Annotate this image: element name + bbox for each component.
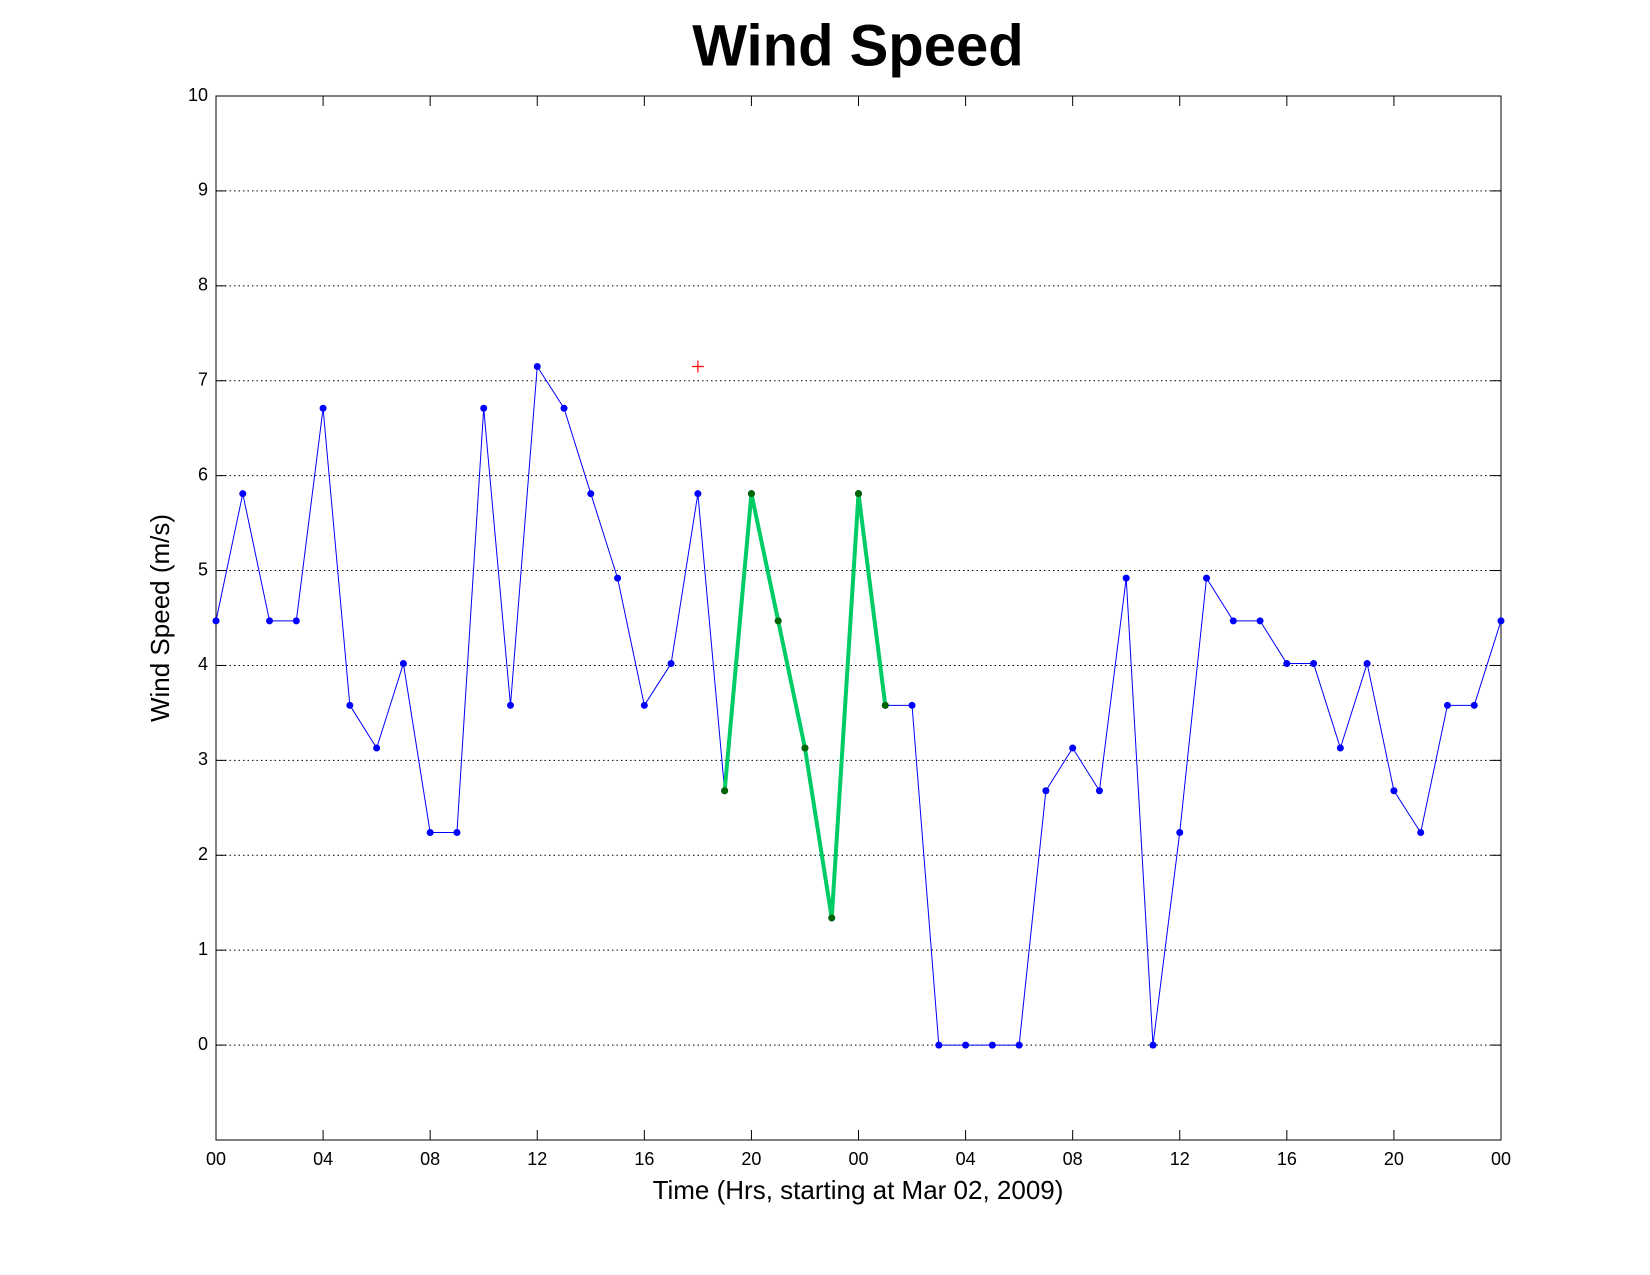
data-point	[1336, 744, 1344, 752]
y-tick-label: 2	[198, 844, 208, 864]
data-point	[1229, 617, 1237, 625]
x-tick-label: 08	[1063, 1149, 1083, 1169]
data-point	[1122, 574, 1130, 582]
data-point	[935, 1041, 943, 1049]
data-point	[426, 828, 434, 836]
data-point	[1176, 828, 1184, 836]
y-tick-label: 7	[198, 369, 208, 389]
data-point	[988, 1041, 996, 1049]
data-point	[587, 490, 595, 498]
data-point	[1015, 1041, 1023, 1049]
y-tick-label: 1	[198, 939, 208, 959]
data-point	[691, 360, 704, 373]
data-point	[212, 617, 220, 625]
data-point	[1470, 701, 1478, 709]
data-point	[1283, 660, 1291, 668]
x-tick-label: 00	[206, 1149, 226, 1169]
data-point	[533, 362, 541, 370]
data-point	[855, 490, 862, 498]
x-tick-label: 00	[848, 1149, 868, 1169]
y-tick-label: 10	[188, 85, 208, 105]
x-axis-label: Time (Hrs, starting at Mar 02, 2009)	[653, 1175, 1064, 1205]
data-point	[1390, 787, 1398, 795]
data-point	[1363, 660, 1371, 668]
data-point	[1310, 660, 1318, 668]
x-tick-label: 12	[1170, 1149, 1190, 1169]
data-point	[881, 701, 889, 709]
data-point	[908, 701, 916, 709]
x-tick-label: 20	[741, 1149, 761, 1169]
data-point	[640, 701, 648, 709]
x-tick-label: 20	[1384, 1149, 1404, 1169]
data-point	[319, 404, 327, 412]
data-point	[747, 490, 755, 498]
x-tick-label: 12	[527, 1149, 547, 1169]
x-tick-label: 16	[1277, 1149, 1297, 1169]
data-point	[774, 617, 782, 625]
data-point	[373, 744, 381, 752]
data-point	[266, 617, 274, 625]
y-tick-label: 5	[198, 559, 208, 579]
data-point	[346, 701, 354, 709]
data-point	[453, 828, 461, 836]
data-point	[1042, 787, 1050, 795]
y-axis-label: Wind Speed (m/s)	[145, 514, 175, 722]
x-tick-label: 00	[1491, 1149, 1511, 1169]
chart-title: Wind Speed	[692, 13, 1023, 78]
data-point	[667, 660, 675, 668]
data-point	[721, 787, 729, 795]
data-point	[1417, 828, 1425, 836]
data-point	[239, 490, 247, 498]
x-tick-label: 04	[956, 1149, 976, 1169]
y-tick-label: 4	[198, 654, 208, 674]
x-tick-label: 08	[420, 1149, 440, 1169]
data-point	[1256, 617, 1264, 625]
y-tick-label: 9	[198, 180, 208, 200]
data-point	[1149, 1041, 1157, 1049]
data-point	[1443, 701, 1451, 709]
y-tick-label: 8	[198, 275, 208, 295]
data-point	[828, 914, 836, 922]
x-tick-label: 04	[313, 1149, 333, 1169]
data-point	[560, 404, 568, 412]
data-point	[480, 404, 488, 412]
data-point	[1095, 787, 1103, 795]
data-point	[694, 490, 702, 498]
data-point	[1203, 574, 1211, 582]
data-point	[399, 660, 407, 668]
data-point	[801, 744, 809, 752]
x-tick-label: 16	[634, 1149, 654, 1169]
data-point	[1497, 617, 1505, 625]
y-tick-label: 6	[198, 464, 208, 484]
data-point	[1069, 744, 1077, 752]
y-tick-label: 0	[198, 1034, 208, 1054]
data-point	[506, 701, 514, 709]
data-point	[292, 617, 300, 625]
data-point	[962, 1041, 970, 1049]
y-tick-label: 3	[198, 749, 208, 769]
data-point	[614, 574, 622, 582]
